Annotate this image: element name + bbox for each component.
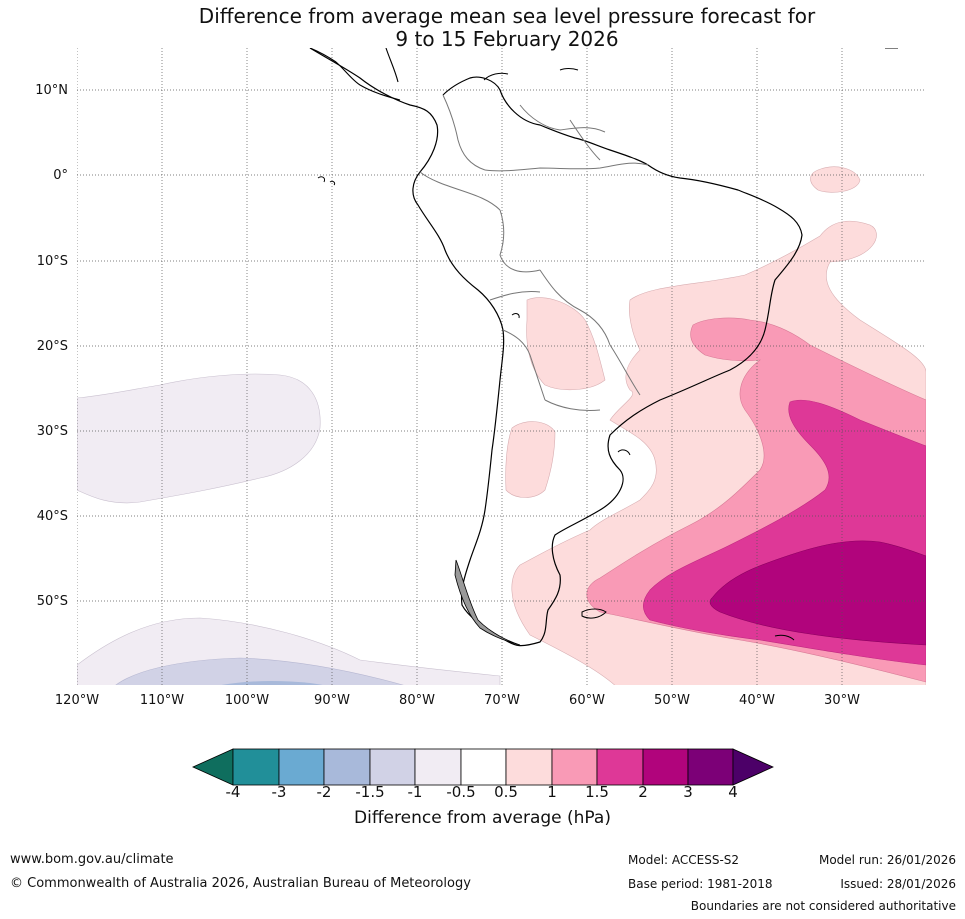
colorbar-arrow-low: [192, 748, 234, 786]
lat-label-40s: 40°S: [36, 509, 68, 524]
lat-label-10s: 10°S: [36, 254, 68, 269]
colorbar-segment: [505, 748, 553, 786]
lon-label-120w: 120°W: [54, 693, 100, 708]
lon-label-70w: 70°W: [484, 693, 520, 708]
tierra-del-fuego-archipelago: [454, 559, 521, 646]
footer-url[interactable]: www.bom.gov.au/climate: [10, 852, 174, 867]
colorbar-segment: [551, 748, 598, 786]
positive-anomaly-northeast: [810, 166, 861, 193]
colorbar-tick: 1.5: [585, 783, 609, 801]
colorbar-segment: [278, 748, 325, 786]
colorbar-segment: [232, 748, 280, 786]
lon-label-110w: 110°W: [139, 693, 185, 708]
footer-model-run: Model run: 26/01/2026: [818, 853, 956, 867]
colorbar-tick: 1: [547, 783, 557, 801]
map-title-line-2: 9 to 15 February 2026: [395, 27, 619, 51]
lat-label-50s: 50°S: [36, 594, 68, 609]
lon-label-50w: 50°W: [654, 693, 690, 708]
colorbar-tick: -2: [316, 783, 332, 801]
footer-model: Model: ACCESS-S2: [628, 853, 740, 867]
lake-titicaca: [511, 313, 520, 319]
footer-issued: Issued: 28/01/2026: [840, 877, 956, 891]
colorbar-tick: 3: [683, 783, 693, 801]
colorbar-segment: [687, 748, 734, 786]
lon-label-30w: 30°W: [824, 693, 860, 708]
footer-disclaimer: Boundaries are not considered authoritat…: [690, 899, 956, 913]
colorbar-tick: 2: [638, 783, 648, 801]
positive-anomaly-interior-south: [505, 421, 556, 498]
colorbar-segment: [642, 748, 689, 786]
map-title-line-1: Difference from average mean sea level p…: [198, 4, 816, 28]
negative-anomaly-pacific: [77, 373, 321, 504]
colorbar-tick: -0.5: [446, 783, 476, 801]
central-america-coastline: [309, 48, 401, 101]
positive-anomaly-interior-north: [526, 297, 606, 391]
colorbar-tick: -4: [225, 783, 241, 801]
colorbar-segment: [460, 748, 507, 786]
colorbar-label: Difference from average (hPa): [354, 808, 611, 828]
galapagos-islands: [317, 176, 336, 186]
lon-label-60w: 60°W: [569, 693, 605, 708]
south-america-coastline: [309, 48, 803, 647]
colorbar-segment: [369, 748, 416, 786]
colorbar-segment: [414, 748, 462, 786]
colorbar-segment: [596, 748, 644, 786]
footer-base-period: Base period: 1981-2018: [628, 877, 773, 891]
lat-label-10n: 10°N: [35, 83, 68, 98]
lat-label-30s: 30°S: [36, 424, 68, 439]
lon-label-90w: 90°W: [314, 693, 350, 708]
colorbar-tick: -1: [407, 783, 423, 801]
positive-anomaly-2-3: [709, 540, 926, 646]
falkland-islands: [581, 608, 607, 619]
colorbar-tick: -3: [271, 783, 287, 801]
lon-label-80w: 80°W: [399, 693, 435, 708]
colorbar-tick: -1.5: [355, 783, 385, 801]
colorbar-segment: [323, 748, 371, 786]
lat-label-0: 0°: [53, 168, 68, 183]
country-borders: [419, 94, 649, 411]
colorbar-tick: 0.5: [494, 783, 518, 801]
footer-copyright: © Commonwealth of Australia 2026, Austra…: [10, 876, 471, 891]
caribbean-islands: [483, 48, 898, 81]
lake-mirim: [617, 449, 631, 456]
lat-label-20s: 20°S: [36, 339, 68, 354]
colorbar-arrow-high: [732, 748, 774, 786]
lon-label-40w: 40°W: [739, 693, 775, 708]
lon-label-100w: 100°W: [224, 693, 270, 708]
colorbar-tick: 4: [728, 783, 738, 801]
south-georgia: [774, 634, 795, 641]
negative-anomaly-medium-south: [115, 657, 404, 685]
